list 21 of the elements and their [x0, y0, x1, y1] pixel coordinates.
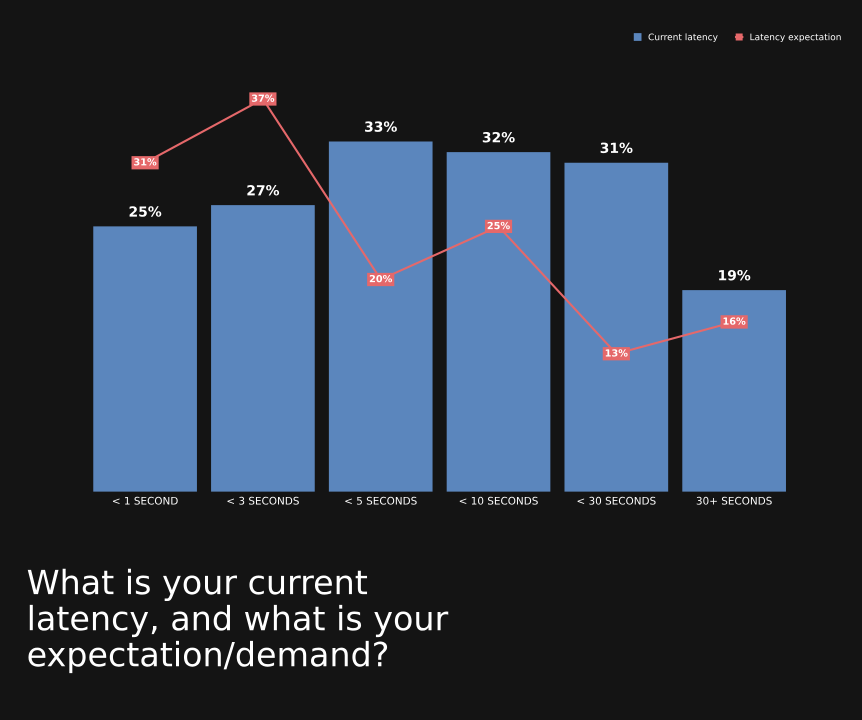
data-label: 27%	[247, 185, 280, 196]
text: What is your current latency, and what is your expectation/demand?	[28, 568, 448, 674]
data-label: 19%	[719, 270, 750, 280]
bar	[211, 205, 315, 492]
legend-label: Latency expectation	[750, 33, 841, 42]
data-label: 32%	[482, 132, 515, 142]
data-label: 33%	[365, 121, 397, 132]
x-tick-label: 30+ SECONDS	[696, 496, 772, 505]
bar	[93, 226, 197, 492]
data-label: 25%	[130, 206, 162, 217]
data-label: 31%	[600, 142, 633, 154]
x-tick-label: < 10 SECONDS	[460, 496, 538, 505]
x-tick-label: < 5 SECONDS	[345, 496, 417, 505]
bar	[682, 290, 786, 492]
x-tick-label: < 3 SECONDS	[227, 496, 299, 505]
x-tick-label: < 30 SECONDS	[578, 496, 656, 505]
legend-label: Current latency	[648, 33, 718, 42]
bar	[446, 152, 550, 492]
bar	[564, 162, 668, 492]
bar	[328, 141, 433, 492]
x-tick-label: < 1 SECOND	[112, 496, 178, 505]
